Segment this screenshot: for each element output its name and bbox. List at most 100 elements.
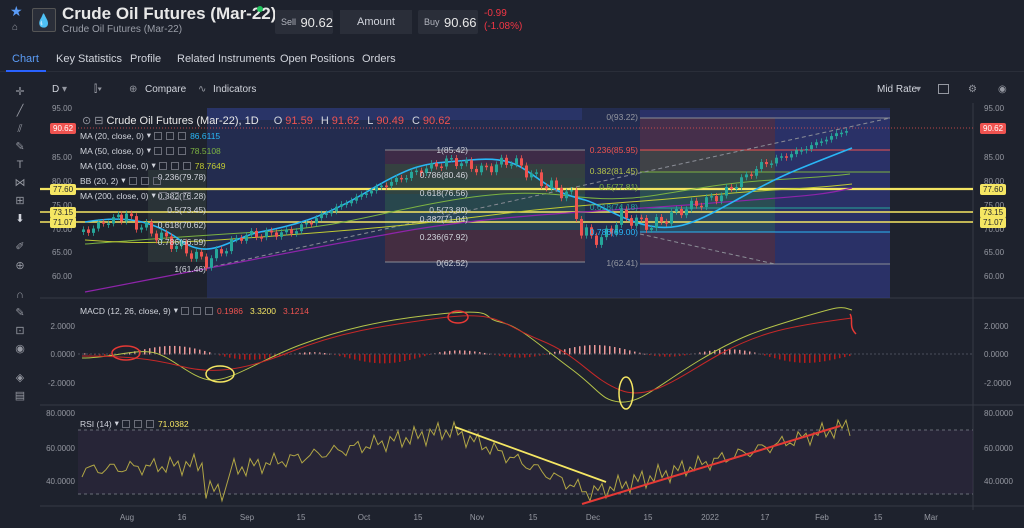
eye-icon[interactable] [166,131,175,140]
arrow-down-icon[interactable]: ⬇ [15,213,25,225]
bb-legend[interactable]: BB (20, 2) ▾ [80,175,162,186]
macd-bar [409,354,411,360]
chart-type-icon[interactable]: ⫿▾ [94,84,103,95]
fib-labels: 1(85.42) 0.786(80.46) 0.618(76.56) 0.5(73.8… [158,112,638,274]
fib-label: 0.382(81.45) [590,166,638,176]
rsi-legend[interactable]: RSI (14) ▾ 71.0382 [80,418,189,429]
macd-legend[interactable]: MACD (12, 26, close, 9) ▾ 0.1986 3.3200 3… [80,305,309,316]
settings-icon[interactable] [128,176,137,185]
macd-bar [529,354,531,358]
price-axis-label: 95.00 [984,104,1005,113]
trash-icon[interactable]: ▤ [14,390,26,402]
eye-icon[interactable] [133,419,142,428]
crosshair-icon[interactable]: ✛ [15,86,25,98]
eye-icon[interactable] [170,191,179,200]
ma100-legend[interactable]: MA (100, close, 0) ▾ 78.7649 [80,160,226,171]
price-axis-label: 65.00 [52,248,73,257]
macd-bar [684,354,686,356]
candle-body [425,168,428,174]
close-icon[interactable] [182,191,191,200]
macd-bar [344,354,346,358]
notification-icon[interactable]: ⌂ [12,22,19,33]
close-icon[interactable] [178,146,187,155]
rsi-trendline[interactable] [454,426,607,483]
sell-button[interactable]: Sell 90.62 [275,10,333,34]
lock-icon[interactable]: ⊡ [15,325,25,337]
pen-icon[interactable]: ✎ [15,141,25,153]
legend-collapse-icon[interactable]: ⊙ ⊟ [82,115,104,127]
close-icon[interactable] [178,131,187,140]
chevron-down-icon[interactable]: ▾ [62,84,68,95]
draw-mode-icon[interactable]: ✎ [15,307,25,319]
indicators-button[interactable]: Indicators [213,84,257,95]
candle-body [445,158,448,167]
macd-bar [629,350,631,355]
star-icon[interactable]: ★ [10,3,23,19]
settings-icon[interactable] [121,419,130,428]
dropdown-icon[interactable]: ▾ [121,175,126,185]
close-icon[interactable] [145,419,154,428]
close-icon[interactable] [182,161,191,170]
trendline-icon[interactable]: ╱ [16,105,24,117]
interval-selector[interactable]: D [52,84,60,95]
amount-field[interactable]: Amount [340,10,412,34]
fib-green-zone [385,164,585,178]
rsi-trendline[interactable] [581,425,841,505]
ma200-legend[interactable]: MA (200, close, 0) ▾ [80,190,192,201]
dropdown-icon[interactable]: ▾ [114,418,119,428]
settings-icon[interactable] [154,146,163,155]
pattern-icon[interactable]: ⋈ [14,177,26,189]
tab-profile[interactable]: Profile [130,53,162,65]
eye-icon[interactable] [166,146,175,155]
ma50-value: 78.5108 [190,145,221,156]
rate-selector[interactable]: Mid Rate [877,84,918,95]
legend-l-label: L [367,114,374,127]
dropdown-icon[interactable]: ▾ [146,130,152,140]
eye-icon[interactable]: ◉ [15,343,25,355]
eye-icon[interactable] [140,176,149,185]
tab-related-instruments[interactable]: Related Instruments [177,53,276,65]
ma50-legend[interactable]: MA (50, close, 0) ▾ 78.5108 [80,145,221,156]
macd-bar [129,352,131,355]
brush-icon[interactable]: ✐ [15,241,25,253]
close-icon[interactable] [204,306,213,315]
dropdown-icon[interactable]: ▾ [173,305,178,315]
annotation-circle[interactable] [111,345,141,361]
gear-icon[interactable]: ⚙ [968,84,977,95]
macd-bar [544,354,546,355]
eye-icon[interactable] [170,161,179,170]
price-tag: 73.15 [980,207,1007,218]
ruler-icon[interactable]: ⊞ [15,195,25,207]
annotation-circle[interactable] [618,376,634,410]
eye-icon[interactable] [192,306,201,315]
tab-key-statistics[interactable]: Key Statistics [56,53,123,65]
settings-icon[interactable] [154,131,163,140]
camera-icon[interactable]: ◉ [998,84,1007,95]
chevron-down-icon[interactable]: ▾ [916,84,922,95]
tab-chart[interactable]: Chart [12,53,39,65]
annotation-mark[interactable] [849,313,857,335]
buy-button[interactable]: Buy 90.66 [418,10,478,34]
tab-open-positions[interactable]: Open Positions [280,53,355,65]
dropdown-icon[interactable]: ▾ [151,160,156,170]
dropdown-icon[interactable]: ▾ [151,190,156,200]
close-icon[interactable] [152,176,161,185]
annotation-circle[interactable] [205,365,235,383]
zoom-icon[interactable]: ⊕ [15,260,25,272]
layers-icon[interactable]: ◈ [15,372,25,384]
magnet-icon[interactable]: ∩ [16,289,24,301]
multiline-icon[interactable]: ⫽ [17,123,23,135]
ma20-legend[interactable]: MA (20, close, 0) ▾ 86.6115 [80,130,220,141]
settings-icon[interactable] [158,161,167,170]
text-icon[interactable]: T [16,159,24,171]
settings-icon[interactable] [158,191,167,200]
fib-label: 0.618(76.56) [420,188,468,198]
candle-body [390,181,393,186]
dropdown-icon[interactable]: ▾ [146,145,152,155]
fullscreen-icon[interactable] [938,84,949,94]
settings-icon[interactable] [180,306,189,315]
annotation-circle[interactable] [447,310,469,324]
compare-button[interactable]: Compare [145,84,187,95]
tab-orders[interactable]: Orders [362,53,396,65]
